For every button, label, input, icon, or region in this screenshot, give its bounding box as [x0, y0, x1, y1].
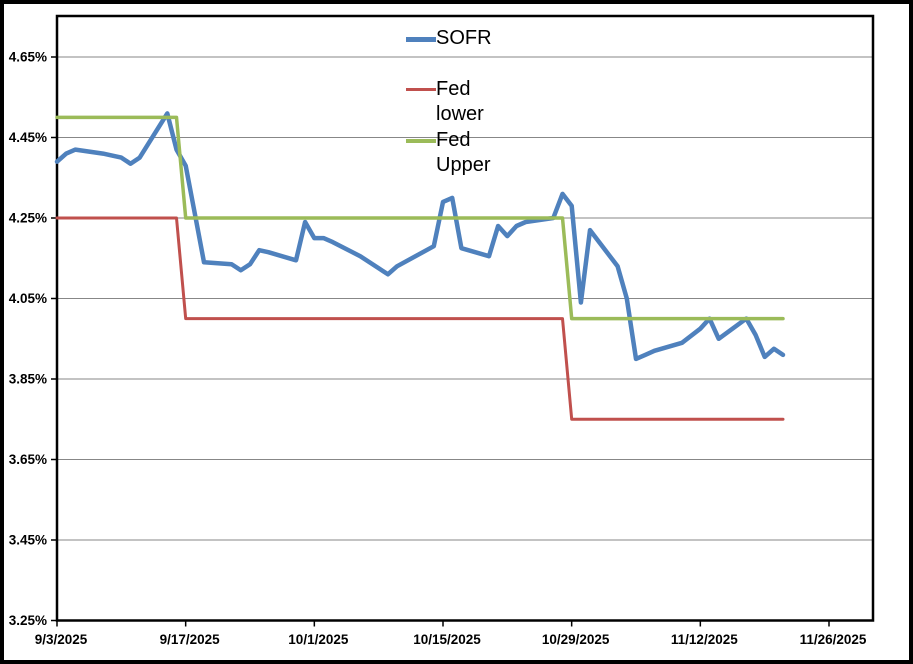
fed-lower-line-swatch — [406, 88, 436, 91]
y-axis-label: 3.65% — [9, 452, 47, 467]
y-axis-label: 3.25% — [9, 613, 47, 628]
legend-label-sofr: SOFR — [436, 27, 492, 49]
legend-item-fed-upper: Fed Upper — [406, 128, 516, 178]
y-axis-label: 4.25% — [9, 211, 47, 226]
legend-item-fed-lower: Fed lower — [406, 77, 516, 127]
x-axis-label: 11/12/2025 — [671, 632, 738, 647]
y-axis-label: 3.45% — [9, 533, 47, 548]
x-axis-label: 11/26/2025 — [800, 632, 867, 647]
y-axis-label: 4.65% — [9, 50, 47, 65]
x-axis-label: 9/3/2025 — [35, 632, 88, 647]
x-axis-label: 10/1/2025 — [288, 632, 349, 647]
x-axis-label: 10/15/2025 — [413, 632, 481, 647]
y-axis-label: 4.05% — [9, 291, 47, 306]
series-line-fed-lower — [55, 216, 785, 421]
legend-label-fed-lower: Fed lower — [436, 78, 484, 125]
sofr-line-swatch — [406, 37, 436, 42]
x-axis-label: 9/17/2025 — [160, 632, 221, 647]
fed-upper-line-swatch — [406, 139, 436, 143]
plot-border — [55, 14, 875, 622]
legend-label-fed-upper: Fed Upper — [436, 129, 491, 176]
series-line-fed-upper — [55, 115, 785, 321]
y-axis-label: 3.85% — [9, 372, 47, 387]
legend-item-sofr: SOFR — [406, 26, 516, 51]
y-axis-label: 4.45% — [9, 130, 47, 145]
x-axis-label: 10/29/2025 — [542, 632, 610, 647]
